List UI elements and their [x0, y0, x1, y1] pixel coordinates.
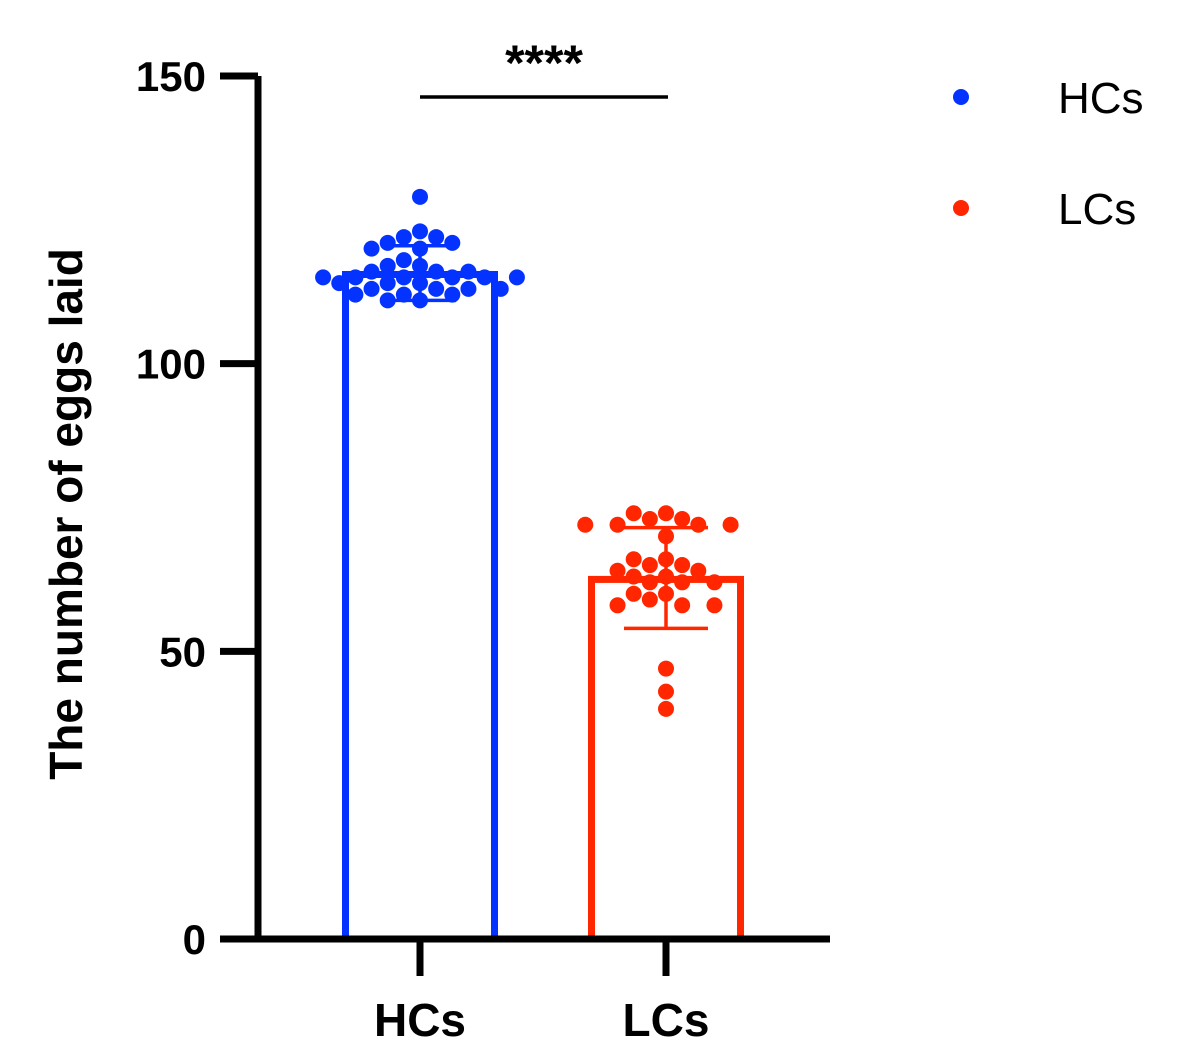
data-point-lcs: [674, 597, 691, 614]
data-point-hcs: [508, 269, 525, 286]
legend-label-hcs: HCs: [1058, 74, 1144, 123]
error-bars-layer: [384, 243, 708, 631]
data-point-lcs: [609, 597, 626, 614]
data-point-hcs: [412, 240, 428, 257]
data-point-hcs: [492, 280, 509, 297]
data-point-lcs: [674, 557, 691, 574]
data-point-hcs: [460, 280, 477, 297]
data-point-lcs: [641, 511, 658, 528]
data-point-hcs: [428, 229, 445, 246]
data-point-hcs: [379, 234, 396, 251]
data-point-hcs: [395, 269, 412, 286]
data-point-lcs: [658, 505, 674, 522]
data-point-hcs: [379, 257, 396, 274]
y-tick-label: 100: [136, 341, 206, 388]
axes: 0 50 100 150 HCs LCs: [136, 53, 830, 1046]
bar-lcs: [588, 575, 744, 943]
legend-label-lcs: LCs: [1058, 185, 1136, 234]
data-point-lcs: [706, 574, 723, 591]
data-point-lcs: [658, 700, 674, 717]
data-point-hcs: [444, 269, 461, 286]
data-point-hcs: [444, 234, 461, 251]
data-point-hcs: [412, 292, 428, 309]
data-point-hcs: [315, 269, 332, 286]
data-point-hcs: [395, 252, 412, 269]
data-point-lcs: [641, 557, 658, 574]
data-point-hcs: [347, 269, 364, 286]
data-point-lcs: [609, 562, 626, 579]
data-point-lcs: [722, 516, 739, 533]
y-tick-label: 0: [183, 916, 206, 963]
data-point-hcs: [395, 286, 412, 303]
data-point-lcs: [625, 505, 642, 522]
data-point-lcs: [658, 551, 674, 568]
data-point-hcs: [395, 229, 412, 246]
data-point-lcs: [658, 585, 674, 602]
data-point-lcs: [690, 516, 707, 533]
data-point-hcs: [412, 188, 428, 205]
legend-marker-lcs: [953, 200, 969, 216]
data-point-lcs: [674, 574, 691, 591]
y-axis-title: The number of eggs laid: [40, 248, 92, 780]
data-point-hcs: [363, 280, 380, 297]
data-point-hcs: [428, 280, 445, 297]
data-point-hcs: [412, 257, 428, 274]
y-tick-label: 150: [136, 53, 206, 100]
data-point-hcs: [412, 275, 428, 292]
legend: HCs LCs: [953, 74, 1144, 234]
data-point-hcs: [428, 263, 445, 280]
data-point-hcs: [331, 275, 348, 292]
data-point-hcs: [363, 263, 380, 280]
significance-annotation: ****: [420, 35, 668, 99]
y-ticks: 0 50 100 150: [136, 53, 258, 963]
data-point-lcs: [658, 660, 674, 677]
data-point-lcs: [641, 574, 658, 591]
data-point-lcs: [658, 683, 674, 700]
data-point-lcs: [625, 568, 642, 585]
data-point-hcs: [379, 275, 396, 292]
data-point-hcs: [379, 292, 396, 309]
data-point-hcs: [363, 240, 380, 257]
data-point-lcs: [609, 516, 626, 533]
data-point-lcs: [625, 551, 642, 568]
data-point-lcs: [674, 511, 691, 528]
x-tick-label: LCs: [623, 994, 710, 1046]
x-ticks: HCs LCs: [374, 939, 709, 1046]
data-point-lcs: [577, 516, 594, 533]
significance-label: ****: [505, 35, 583, 91]
data-points-layer: [315, 188, 739, 717]
data-point-hcs: [476, 269, 493, 286]
data-point-hcs: [460, 263, 477, 280]
data-point-lcs: [658, 528, 674, 545]
data-point-lcs: [706, 597, 723, 614]
y-tick-label: 50: [159, 628, 206, 675]
data-point-hcs: [347, 286, 364, 303]
data-point-lcs: [641, 591, 658, 608]
bar-hcs: [342, 270, 498, 943]
x-tick-label: HCs: [374, 994, 466, 1046]
data-point-hcs: [412, 223, 428, 240]
legend-marker-hcs: [953, 89, 969, 105]
data-point-hcs: [444, 286, 461, 303]
data-point-lcs: [690, 562, 707, 579]
data-point-lcs: [625, 585, 642, 602]
data-point-lcs: [658, 568, 674, 585]
